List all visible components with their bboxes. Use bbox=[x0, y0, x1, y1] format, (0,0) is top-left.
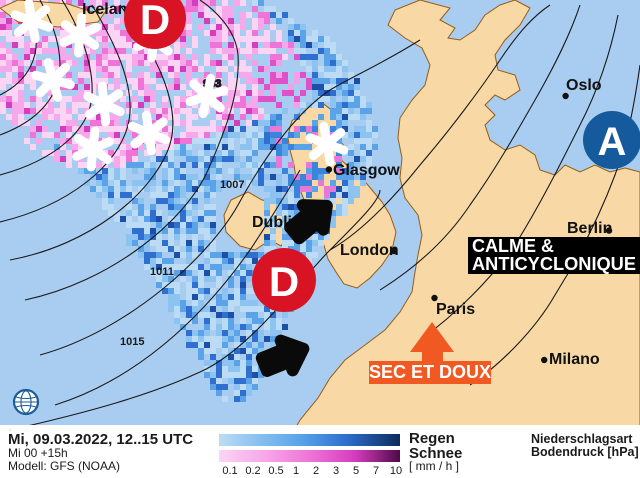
svg-text:Oslo: Oslo bbox=[566, 77, 602, 94]
svg-text:0.2: 0.2 bbox=[245, 465, 260, 477]
svg-text:1015: 1015 bbox=[120, 336, 144, 348]
svg-text:Modell: GFS (NOAA): Modell: GFS (NOAA) bbox=[8, 459, 120, 473]
svg-text:3: 3 bbox=[333, 465, 339, 477]
svg-text:1007: 1007 bbox=[220, 179, 244, 191]
svg-text:London: London bbox=[340, 242, 399, 259]
svg-text:[ mm / h ]: [ mm / h ] bbox=[409, 459, 459, 473]
svg-text:Berlin: Berlin bbox=[567, 220, 612, 237]
svg-text:A: A bbox=[598, 120, 627, 164]
svg-text:Paris: Paris bbox=[436, 301, 475, 318]
svg-text:5: 5 bbox=[353, 465, 359, 477]
svg-text:CALME &: CALME & bbox=[472, 236, 554, 256]
svg-text:D: D bbox=[140, 0, 170, 43]
svg-text:2: 2 bbox=[313, 465, 319, 477]
svg-text:Mi 00 +15h: Mi 00 +15h bbox=[8, 446, 68, 460]
svg-text:D: D bbox=[269, 258, 299, 305]
svg-text:Glasgow: Glasgow bbox=[333, 162, 400, 179]
svg-text:Niederschlagsart: Niederschlagsart bbox=[531, 432, 633, 446]
svg-text:Bodendruck [hPa]: Bodendruck [hPa] bbox=[531, 445, 639, 459]
svg-text:Milano: Milano bbox=[549, 351, 600, 368]
svg-text:ANTICYCLONIQUE: ANTICYCLONIQUE bbox=[472, 254, 636, 274]
svg-text:0.5: 0.5 bbox=[268, 465, 283, 477]
svg-text:0.1: 0.1 bbox=[222, 465, 237, 477]
svg-text:10: 10 bbox=[390, 465, 402, 477]
svg-text:SEC ET DOUX: SEC ET DOUX bbox=[369, 362, 491, 382]
svg-text:1011: 1011 bbox=[150, 266, 174, 278]
svg-text:7: 7 bbox=[373, 465, 379, 477]
svg-text:1: 1 bbox=[293, 465, 299, 477]
